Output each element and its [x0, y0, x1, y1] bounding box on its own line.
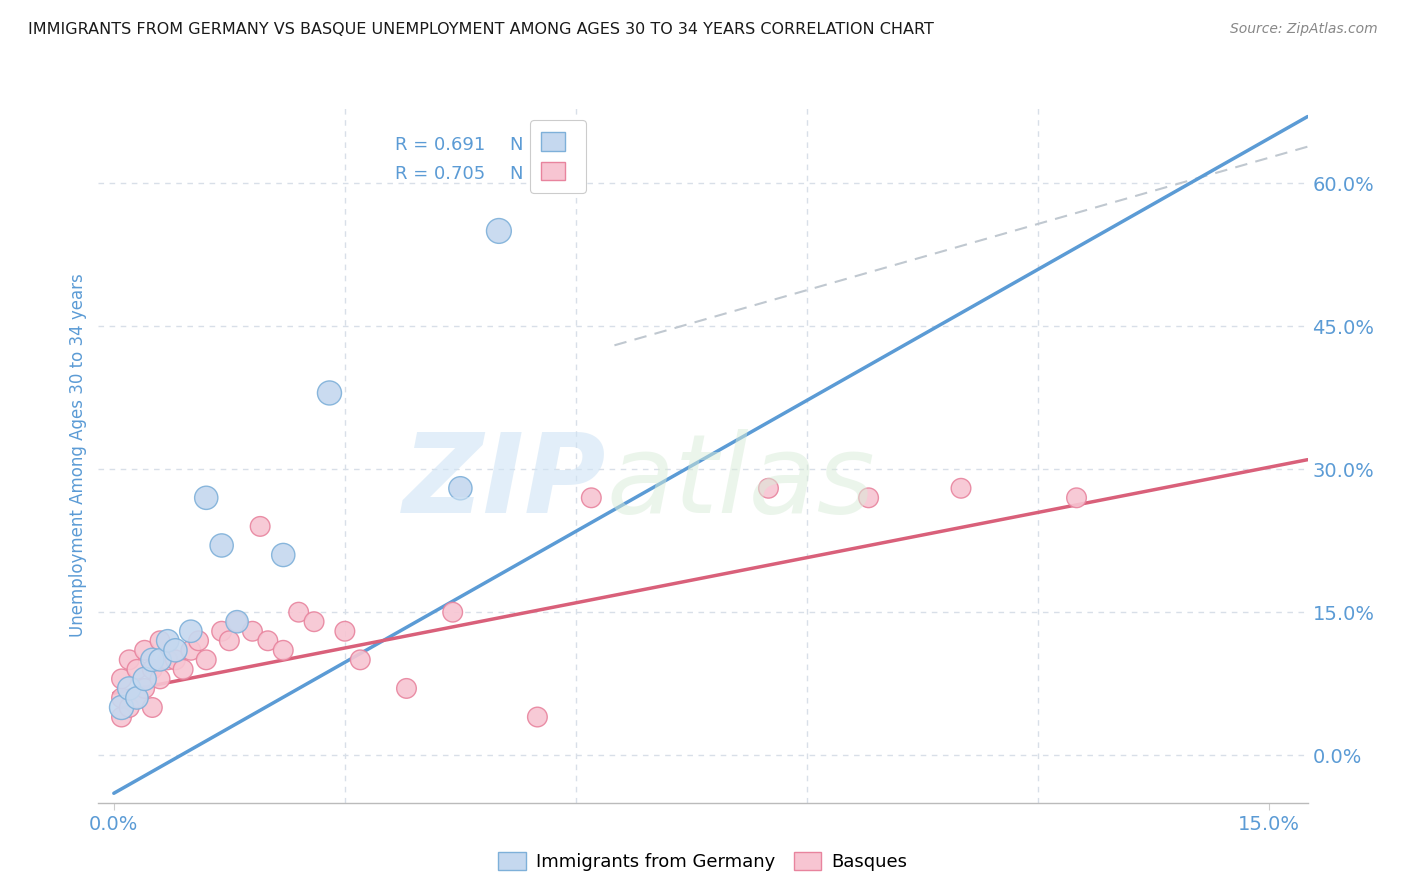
Point — [318, 386, 340, 401]
Point — [349, 653, 371, 667]
Point — [149, 672, 172, 686]
Text: atlas: atlas — [606, 429, 875, 536]
Point — [134, 681, 156, 696]
Text: R = 0.691: R = 0.691 — [395, 136, 485, 154]
Text: N = 38: N = 38 — [509, 166, 572, 184]
Point — [156, 653, 179, 667]
Point — [257, 633, 280, 648]
Point — [172, 662, 194, 676]
Text: IMMIGRANTS FROM GERMANY VS BASQUE UNEMPLOYMENT AMONG AGES 30 TO 34 YEARS CORRELA: IMMIGRANTS FROM GERMANY VS BASQUE UNEMPL… — [28, 22, 934, 37]
Point — [950, 481, 973, 495]
Point — [141, 653, 163, 667]
Point — [302, 615, 325, 629]
Point — [118, 653, 141, 667]
Point — [180, 643, 202, 657]
Point — [287, 605, 309, 619]
Point — [141, 700, 163, 714]
Text: Source: ZipAtlas.com: Source: ZipAtlas.com — [1230, 22, 1378, 37]
Point — [758, 481, 780, 495]
Text: R = 0.705: R = 0.705 — [395, 166, 485, 184]
Point — [110, 690, 132, 705]
Point — [156, 633, 179, 648]
Point — [395, 681, 418, 696]
Point — [125, 690, 148, 705]
Point — [226, 615, 249, 629]
Point — [242, 624, 264, 639]
Point — [134, 672, 156, 686]
Point — [125, 662, 148, 676]
Point — [165, 643, 187, 657]
Point — [218, 633, 240, 648]
Point — [271, 548, 294, 562]
Point — [149, 653, 172, 667]
Point — [165, 653, 187, 667]
Point — [249, 519, 271, 533]
Point — [187, 633, 209, 648]
Legend: , : , — [530, 120, 586, 194]
Point — [110, 700, 132, 714]
Point — [110, 672, 132, 686]
Point — [488, 224, 510, 238]
Y-axis label: Unemployment Among Ages 30 to 34 years: Unemployment Among Ages 30 to 34 years — [69, 273, 87, 637]
Text: N = 16: N = 16 — [509, 136, 572, 154]
Point — [195, 653, 218, 667]
Point — [333, 624, 356, 639]
Point — [581, 491, 603, 505]
Point — [118, 700, 141, 714]
Point — [118, 681, 141, 696]
Point — [211, 539, 233, 553]
Point — [441, 605, 464, 619]
Legend: Immigrants from Germany, Basques: Immigrants from Germany, Basques — [491, 846, 915, 879]
Point — [226, 615, 249, 629]
Point — [858, 491, 880, 505]
Point — [125, 690, 148, 705]
Point — [149, 633, 172, 648]
Point — [110, 710, 132, 724]
Point — [141, 662, 163, 676]
Point — [449, 481, 471, 495]
Point — [211, 624, 233, 639]
Point — [271, 643, 294, 657]
Point — [195, 491, 218, 505]
Point — [134, 643, 156, 657]
Point — [526, 710, 548, 724]
Text: ZIP: ZIP — [402, 429, 606, 536]
Point — [180, 624, 202, 639]
Point — [1066, 491, 1088, 505]
